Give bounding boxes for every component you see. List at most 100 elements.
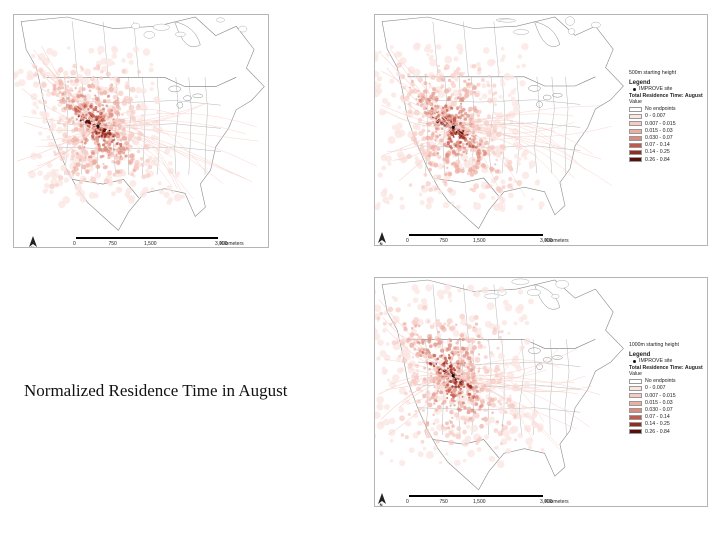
residence-cell [483, 151, 488, 156]
residence-cell [424, 422, 430, 427]
trajectory-strand [398, 375, 454, 408]
residence-cell [87, 108, 90, 111]
residence-cell [472, 164, 477, 169]
residence-cell [453, 369, 457, 372]
residence-cell [97, 120, 101, 124]
residence-cell [460, 113, 464, 117]
residence-cell [102, 162, 105, 165]
residence-cell [425, 181, 431, 187]
residence-cell [452, 134, 455, 137]
residence-cell [454, 113, 458, 118]
residence-cell [421, 350, 425, 354]
residence-cell [383, 418, 390, 426]
residence-cell [413, 347, 417, 351]
island-outline [131, 22, 140, 30]
scale-tick-label: 0 [406, 499, 409, 505]
residence-cell [451, 424, 455, 428]
residence-cell [463, 405, 467, 410]
residence-cell [32, 101, 38, 107]
residence-cell [404, 95, 410, 101]
residence-cell [407, 363, 413, 369]
residence-cell [428, 167, 432, 172]
residence-cell [482, 47, 490, 54]
residence-cell [447, 96, 451, 100]
residence-cell [506, 420, 512, 426]
province-boundary [72, 21, 78, 78]
residence-cell [457, 112, 461, 115]
bay-outline [174, 21, 201, 48]
residence-cell [495, 112, 501, 117]
residence-cell [113, 148, 116, 151]
residence-cell [432, 402, 436, 405]
lake-outline [192, 93, 204, 99]
residence-cell [446, 318, 453, 325]
residence-cell [37, 53, 46, 61]
residence-cell [489, 397, 495, 403]
residence-cell [126, 194, 132, 200]
residence-cell [510, 187, 514, 191]
residence-cell [112, 143, 117, 148]
trajectory-strand [453, 375, 590, 428]
residence-cell [425, 451, 434, 459]
residence-cell [469, 350, 475, 355]
residence-cell [78, 86, 84, 92]
residence-cell [80, 94, 83, 97]
residence-cell [459, 153, 464, 157]
residence-cell [97, 110, 100, 113]
residence-cell [148, 155, 153, 160]
residence-cell [461, 154, 468, 162]
residence-cell [442, 157, 447, 162]
residence-cell [434, 104, 437, 108]
residence-cell [122, 151, 126, 155]
island-outline [499, 18, 516, 23]
residence-cell [473, 141, 476, 144]
residence-cell [39, 111, 44, 116]
residence-cell [400, 433, 405, 437]
residence-cell [451, 149, 456, 153]
residence-cell [46, 171, 53, 178]
residence-cell [464, 93, 470, 99]
residence-cell [445, 109, 449, 112]
residence-cell [417, 95, 420, 98]
trajectory-strand [22, 115, 98, 127]
residence-cell [402, 86, 406, 90]
legend-class-label: 0.007 - 0.015 [645, 392, 676, 399]
residence-cell [491, 329, 498, 336]
residence-cell [140, 113, 146, 119]
residence-cell [472, 396, 475, 399]
residence-cell [394, 51, 401, 58]
residence-cell [507, 192, 514, 199]
residence-cell [82, 157, 87, 162]
residence-cell [83, 95, 87, 98]
residence-cell [434, 130, 438, 133]
residence-cell [400, 367, 405, 372]
residence-cell [468, 416, 473, 421]
trajectory-strand [97, 102, 208, 127]
residence-cell [508, 394, 512, 398]
island-outline [143, 31, 155, 39]
residence-cell [472, 105, 477, 111]
residence-cell [462, 429, 467, 435]
trajectory-strand [453, 375, 575, 383]
residence-cell [81, 119, 84, 121]
legend-swatch [629, 121, 642, 127]
residence-cell [102, 129, 106, 133]
residence-cell [499, 377, 503, 381]
residence-cell [440, 108, 446, 113]
national-border [46, 77, 237, 87]
residence-cell [504, 303, 513, 312]
residence-cell [111, 61, 116, 66]
residence-cell [452, 367, 455, 370]
site-dot-icon [633, 87, 636, 91]
residence-cell [100, 70, 104, 74]
trajectory-strand [24, 122, 99, 132]
residence-cell [465, 424, 471, 429]
residence-cell [499, 130, 503, 134]
residence-cell [388, 380, 397, 389]
residence-cell [431, 87, 437, 92]
residence-cell [476, 83, 480, 87]
residence-cell [135, 86, 142, 94]
residence-cell [46, 162, 53, 168]
residence-cell [452, 395, 455, 398]
